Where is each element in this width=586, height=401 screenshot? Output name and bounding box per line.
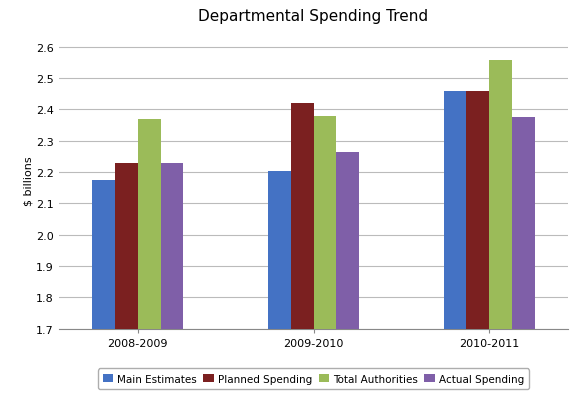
Bar — [489, 61, 512, 401]
Bar — [512, 118, 535, 401]
Bar — [291, 104, 314, 401]
Bar — [115, 164, 138, 401]
Bar — [336, 152, 359, 401]
Title: Departmental Spending Trend: Departmental Spending Trend — [199, 9, 428, 24]
Bar — [314, 116, 336, 401]
Bar — [466, 91, 489, 401]
Y-axis label: $ billions: $ billions — [23, 156, 33, 205]
Bar — [268, 171, 291, 401]
Bar — [138, 119, 161, 401]
Bar — [444, 91, 466, 401]
Legend: Main Estimates, Planned Spending, Total Authorities, Actual Spending: Main Estimates, Planned Spending, Total … — [98, 369, 529, 389]
Bar — [161, 164, 183, 401]
Bar — [92, 180, 115, 401]
